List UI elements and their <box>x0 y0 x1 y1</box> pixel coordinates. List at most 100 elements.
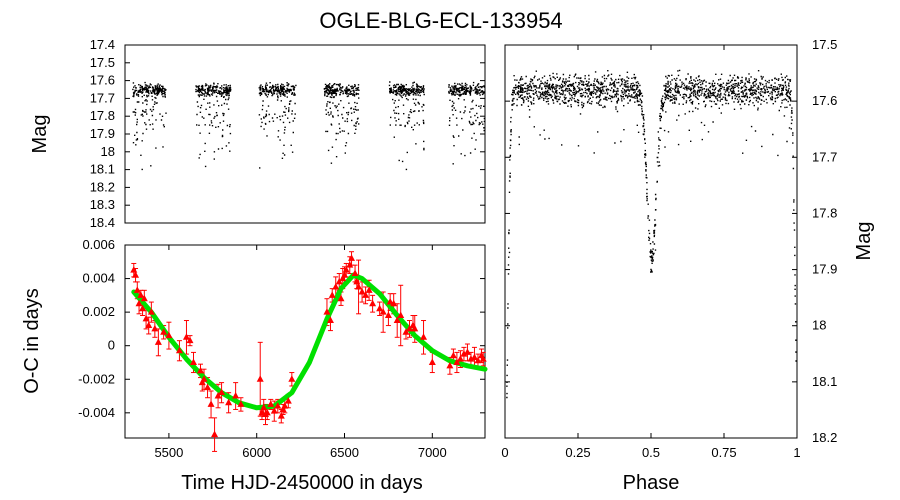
oc-point <box>474 356 482 364</box>
oc-point <box>200 375 208 382</box>
oc-plot: 0.006 0.004 0.002 0 -0.002 -0.004 5500 6000 6500… <box>78 237 488 460</box>
phased-xtick-label: 0 <box>501 445 508 460</box>
lightcurve-ytick-label: 17.9 <box>90 126 115 141</box>
oc-point <box>279 405 287 412</box>
oc-point <box>405 324 413 332</box>
oc-frame <box>124 244 486 439</box>
oc-xtick-label: 6500 <box>330 445 359 460</box>
oc-ytick-label: 0 <box>108 338 115 353</box>
phased-xtick-label: 0.5 <box>642 445 660 460</box>
phased-ytick-label: 18.2 <box>812 430 837 445</box>
oc-point <box>139 304 147 312</box>
oc-point <box>204 383 212 391</box>
phased-ytick-label: 18 <box>812 318 826 333</box>
lightcurve-ytick-label: 17.5 <box>90 55 115 70</box>
oc-point <box>390 299 398 307</box>
oc-point <box>411 324 419 332</box>
oc-point <box>197 366 205 374</box>
oc-point <box>323 308 331 315</box>
oc-point <box>137 291 145 298</box>
oc-point <box>288 375 296 382</box>
oc-ytick-label: 0.004 <box>82 271 115 286</box>
lightcurve-ytick-label: 18.3 <box>90 197 115 212</box>
oc-point <box>267 400 275 407</box>
oc-point <box>351 269 359 277</box>
oc-point <box>420 333 428 340</box>
oc-point <box>428 358 436 365</box>
oc-point <box>256 375 264 382</box>
oc-point <box>154 338 162 345</box>
oc-ylabel: O-C in days <box>21 288 43 394</box>
oc-xtick-label: 6000 <box>242 445 271 460</box>
phased-points <box>506 69 797 399</box>
oc-xtick-label: 5500 <box>154 445 183 460</box>
oc-point <box>341 271 349 278</box>
oc-point <box>218 388 226 396</box>
oc-point <box>135 299 143 307</box>
phased-ytick-label: 17.7 <box>812 149 837 164</box>
oc-point <box>211 430 219 438</box>
lightcurve-points <box>132 81 486 171</box>
oc-point <box>393 316 401 324</box>
oc-point <box>140 294 148 302</box>
oc-point <box>142 314 150 322</box>
phased-ytick-label: 18.1 <box>812 374 837 389</box>
oc-point <box>346 261 354 268</box>
oc-point <box>281 402 289 409</box>
oc-point <box>160 328 168 335</box>
oc-point <box>365 286 373 293</box>
oc-point <box>225 398 233 406</box>
oc-point <box>182 333 190 340</box>
oc-point <box>463 348 471 355</box>
phased-ytick-label: 17.9 <box>812 262 837 277</box>
oc-point <box>358 287 366 295</box>
oc-point <box>384 311 392 318</box>
phased-ytick-label: 17.5 <box>812 37 837 52</box>
phased-xtick-label: 0.75 <box>711 445 736 460</box>
oc-point <box>369 299 377 307</box>
oc-point <box>145 321 153 329</box>
oc-point <box>130 266 138 273</box>
lightcurve-ytick-label: 17.6 <box>90 73 115 88</box>
oc-ytick-label: 0.006 <box>82 237 115 252</box>
lightcurve-plot: 17.4 17.5 17.6 17.7 17.8 17.9 18 18.1 18.2 18.3 18… <box>90 37 486 230</box>
oc-point <box>326 316 334 324</box>
oc-point <box>207 400 215 407</box>
oc-point <box>479 355 487 362</box>
oc-point <box>353 277 361 285</box>
phased-plot: 17.5 17.6 17.7 17.8 17.9 18 18.1 18.2 0 0.25 0.5 0.… <box>501 37 837 460</box>
oc-point <box>214 392 222 399</box>
oc-point <box>470 353 478 360</box>
oc-point <box>402 328 410 335</box>
phased-xtick-label: 1 <box>793 445 800 460</box>
oc-point <box>151 324 159 332</box>
oc-point <box>456 355 464 362</box>
oc-ytick-label: -0.002 <box>78 371 115 386</box>
phased-ytick-label: 17.6 <box>812 93 837 108</box>
oc-point <box>186 336 194 344</box>
oc-point <box>133 286 141 293</box>
phased-ylabel: Mag <box>853 222 875 261</box>
oc-point <box>147 308 155 315</box>
oc-point <box>335 277 343 285</box>
oc-point <box>274 402 282 409</box>
phased-xtick-label: 0.25 <box>565 445 590 460</box>
oc-point <box>132 271 140 278</box>
lightcurve-ylabel: Mag <box>29 115 51 154</box>
oc-point <box>232 392 240 399</box>
oc-point <box>355 282 363 290</box>
oc-point <box>263 408 271 416</box>
oc-xtick-label: 7000 <box>418 445 447 460</box>
oc-point <box>328 291 336 298</box>
oc-point <box>449 351 457 359</box>
oc-point <box>397 311 405 318</box>
oc-point <box>453 358 461 365</box>
oc-point <box>348 254 356 261</box>
oc-point <box>175 346 183 354</box>
lightcurve-ytick-label: 18 <box>101 144 115 159</box>
oc-point <box>260 403 268 411</box>
lightcurve-ytick-label: 17.8 <box>90 108 115 123</box>
oc-point <box>342 266 350 273</box>
oc-point <box>337 294 345 302</box>
